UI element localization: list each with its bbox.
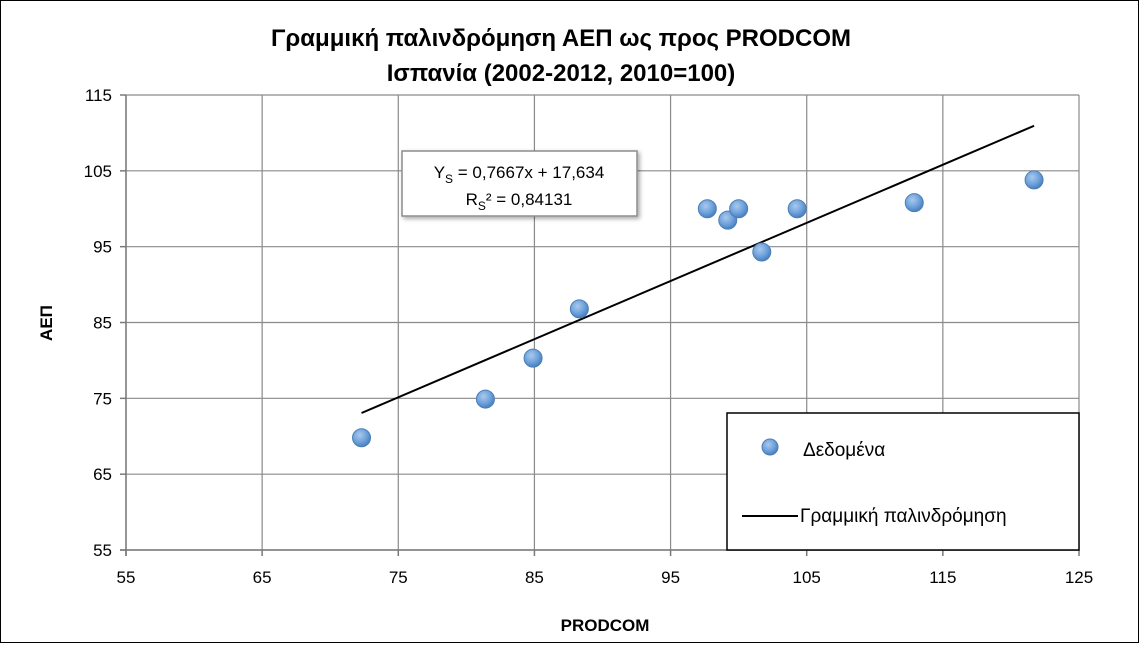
data-point [475, 389, 495, 409]
y-tick-label: 75 [93, 389, 112, 408]
x-tick-label: 125 [1065, 568, 1093, 587]
y-tick-label: 95 [93, 238, 112, 257]
data-point [523, 348, 543, 368]
y-tick-label: 65 [93, 465, 112, 484]
data-point [904, 193, 924, 213]
data-point [569, 299, 589, 319]
x-tick-label: 65 [253, 568, 272, 587]
x-tick-label: 85 [525, 568, 544, 587]
y-tick-labels: 55 65 75 85 95 105 115 [84, 86, 126, 560]
data-point [752, 242, 772, 262]
equation-box: YS = 0,7667x + 17,634 RS² = 0,84131 [401, 150, 638, 217]
legend-label-line: Γραμμική παλινδρόμηση [800, 506, 1007, 527]
y-tick-label: 105 [84, 162, 112, 181]
x-axis-label: PRODCOM [561, 616, 650, 635]
y-axis-label: ΑΕΠ [37, 305, 56, 341]
r-squared-text: RS² = 0,84131 [466, 190, 573, 213]
y-tick-label: 85 [93, 314, 112, 333]
y-tick-label: 55 [93, 541, 112, 560]
y-tick-label: 115 [85, 86, 112, 105]
data-point [352, 428, 372, 448]
x-tick-labels: 55 65 75 85 95 105 115 125 [117, 550, 1093, 587]
data-point [787, 199, 807, 219]
x-tick-label: 95 [661, 568, 680, 587]
regression-line [361, 124, 1035, 414]
data-point [1024, 170, 1044, 190]
x-tick-label: 55 [117, 568, 136, 587]
data-point [697, 199, 717, 219]
legend-label-points: Δεδομένα [803, 440, 885, 461]
x-tick-label: 75 [389, 568, 408, 587]
chart-subtitle: Ισπανία (2002-2012, 2010=100) [387, 60, 736, 87]
data-series [352, 170, 1044, 448]
legend: Δεδομένα Γραμμική παλινδρόμηση [726, 412, 1080, 551]
equation-text: YS = 0,7667x + 17,634 [434, 163, 605, 186]
data-point [729, 199, 749, 219]
regression-series [361, 124, 1035, 414]
legend-marker-points [761, 438, 779, 456]
x-tick-label: 115 [929, 568, 956, 587]
x-tick-label: 105 [793, 568, 821, 587]
chart-title: Γραμμική παλινδρόμηση ΑΕΠ ως προς PRODCO… [271, 25, 851, 52]
